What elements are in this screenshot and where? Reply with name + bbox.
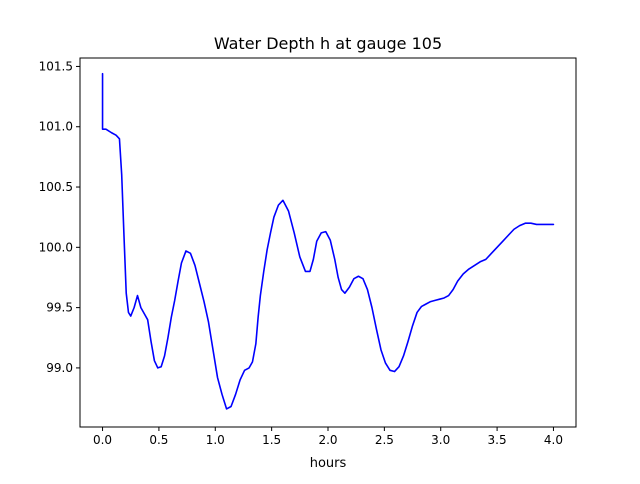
- x-tick-label: 1.5: [262, 433, 281, 447]
- x-tick-label: 0.0: [93, 433, 112, 447]
- axes: 0.0 0.5 1.0 1.5 2.0 2.5 3.0 3.5 4.0 99.0 99.5 100.0…: [39, 57, 577, 447]
- x-tick-label: 3.5: [488, 433, 507, 447]
- chart-title: Water Depth h at gauge 105: [214, 34, 442, 53]
- series-line-1: [101, 72, 555, 410]
- y-tick-label: 100.5: [39, 180, 73, 194]
- y-tick-label: 101.5: [39, 59, 73, 73]
- x-axis-label: hours: [310, 456, 347, 471]
- plot-area: [101, 72, 555, 410]
- x-tick-label: 2.5: [375, 433, 394, 447]
- x-tick-label: 2.0: [318, 433, 337, 447]
- x-tick-label: 4.0: [544, 433, 563, 447]
- x-tick-label: 1.0: [206, 433, 225, 447]
- y-tick-label: 99.0: [46, 361, 73, 375]
- y-tick-label: 101.0: [39, 120, 73, 134]
- y-tick-label: 99.5: [46, 301, 73, 315]
- x-tick-label: 3.0: [431, 433, 450, 447]
- y-tick-label: 100.0: [39, 240, 73, 254]
- x-tick-label: 0.5: [149, 433, 168, 447]
